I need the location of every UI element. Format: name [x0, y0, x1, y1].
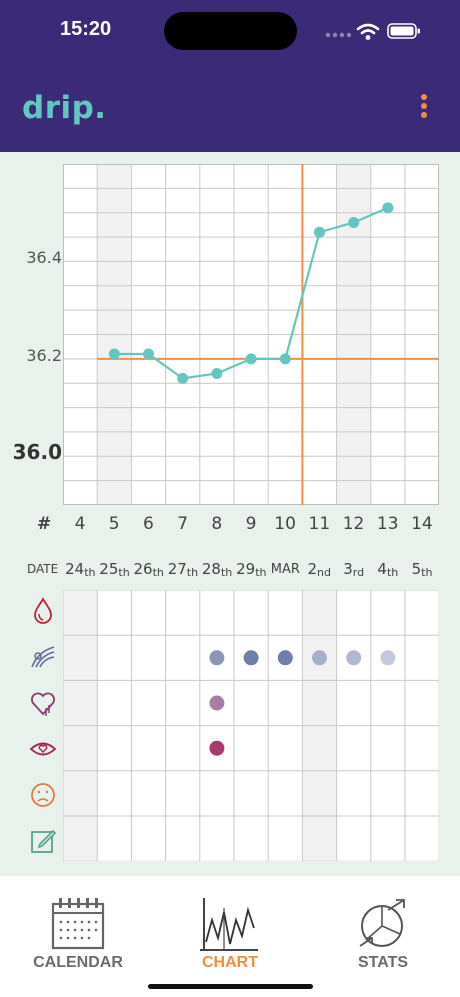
tab-stats[interactable]: STATS — [338, 876, 428, 976]
temperature-point-5 — [108, 348, 120, 360]
mucus-marker-12 — [346, 650, 362, 666]
temperature-point-10 — [279, 353, 291, 365]
temperature-point-11 — [314, 226, 325, 238]
cycle-day-11: 11 — [308, 514, 331, 534]
cycle-row-label: # — [37, 514, 52, 534]
temperature-point-12 — [348, 216, 360, 228]
tab-chart[interactable]: CHART — [180, 876, 280, 976]
note-icon[interactable] — [28, 826, 58, 856]
cycle-day-4: 4 — [74, 514, 86, 534]
bottom-tab-bar: CALENDAR CHART STATS — [0, 876, 460, 997]
cycle-day-14: 14 — [411, 514, 433, 534]
date-4: 28th — [201, 560, 233, 579]
date-1: 25th — [99, 560, 130, 579]
symptom-grid[interactable] — [63, 590, 439, 861]
sex-icon[interactable] — [28, 734, 58, 764]
temperature-point-8 — [211, 367, 223, 379]
mucus-marker-10 — [277, 650, 293, 666]
cycle-day-6: 6 — [143, 514, 154, 534]
pain-icon[interactable] — [28, 780, 58, 810]
cycle-day-7: 7 — [177, 514, 189, 534]
stats-icon — [359, 899, 405, 947]
tab-calendar-label: CALENDAR — [33, 954, 123, 971]
mucus-icon[interactable] — [28, 642, 58, 672]
kebab-menu-icon[interactable] — [416, 94, 432, 124]
y-label-36-4: 36.4 — [26, 248, 62, 267]
date-row-label: DATE — [27, 562, 59, 576]
cycle-day-row: # 4 5 6 7 8 9 10 11 12 13 14 — [0, 514, 460, 540]
wifi-icon — [356, 23, 380, 40]
date-8: 3rd — [343, 560, 365, 579]
y-label-36-0: 36.0 — [12, 440, 62, 464]
cycle-day-13: 13 — [376, 514, 399, 534]
temperature-point-6 — [143, 348, 154, 360]
chart-icon — [200, 898, 258, 951]
temperature-chart[interactable] — [63, 164, 439, 505]
date-2: 26th — [133, 560, 164, 579]
battery-icon — [387, 23, 420, 39]
date-10: 5th — [411, 560, 433, 579]
cycle-day-12: 12 — [342, 514, 365, 534]
status-time: 15:20 — [60, 18, 112, 40]
mucus-marker-8 — [209, 650, 225, 666]
dynamic-island — [164, 12, 297, 50]
temperature-point-13 — [382, 202, 394, 214]
date-5: 29th — [236, 560, 267, 579]
mucus-marker-9 — [243, 650, 259, 666]
status-bar: 15:20 — [0, 0, 460, 64]
cycle-day-8: 8 — [211, 514, 223, 534]
date-9: 4th — [377, 560, 399, 579]
desire-marker-8 — [209, 695, 225, 711]
calendar-icon — [51, 898, 105, 950]
y-label-36-2: 36.2 — [26, 346, 62, 365]
date-0: 24th — [65, 560, 96, 579]
cycle-day-5: 5 — [108, 514, 120, 534]
home-indicator — [148, 984, 313, 989]
sex-marker-8 — [209, 740, 225, 756]
desire-icon[interactable] — [28, 688, 58, 718]
temperature-point-9 — [245, 353, 257, 365]
date-3: 27th — [167, 560, 199, 579]
app-header: drip. — [0, 64, 460, 152]
temperature-point-7 — [177, 372, 189, 384]
mucus-marker-11 — [312, 650, 327, 666]
date-7: 2nd — [307, 560, 332, 579]
tab-chart-label: CHART — [202, 954, 258, 971]
bleeding-icon[interactable] — [28, 596, 58, 626]
cycle-day-10: 10 — [274, 514, 296, 534]
date-6: MAR — [270, 562, 300, 577]
signal-icon — [325, 32, 351, 38]
tab-stats-label: STATS — [357, 954, 409, 971]
app-logo: drip. — [22, 90, 107, 126]
mucus-marker-13 — [380, 650, 396, 666]
cycle-day-9: 9 — [245, 514, 257, 534]
tab-calendar[interactable]: CALENDAR — [22, 876, 134, 976]
date-row: DATE 24th 25th 26th 27th 28th 29th MAR 2nd 3rd 4t… — [0, 560, 460, 584]
